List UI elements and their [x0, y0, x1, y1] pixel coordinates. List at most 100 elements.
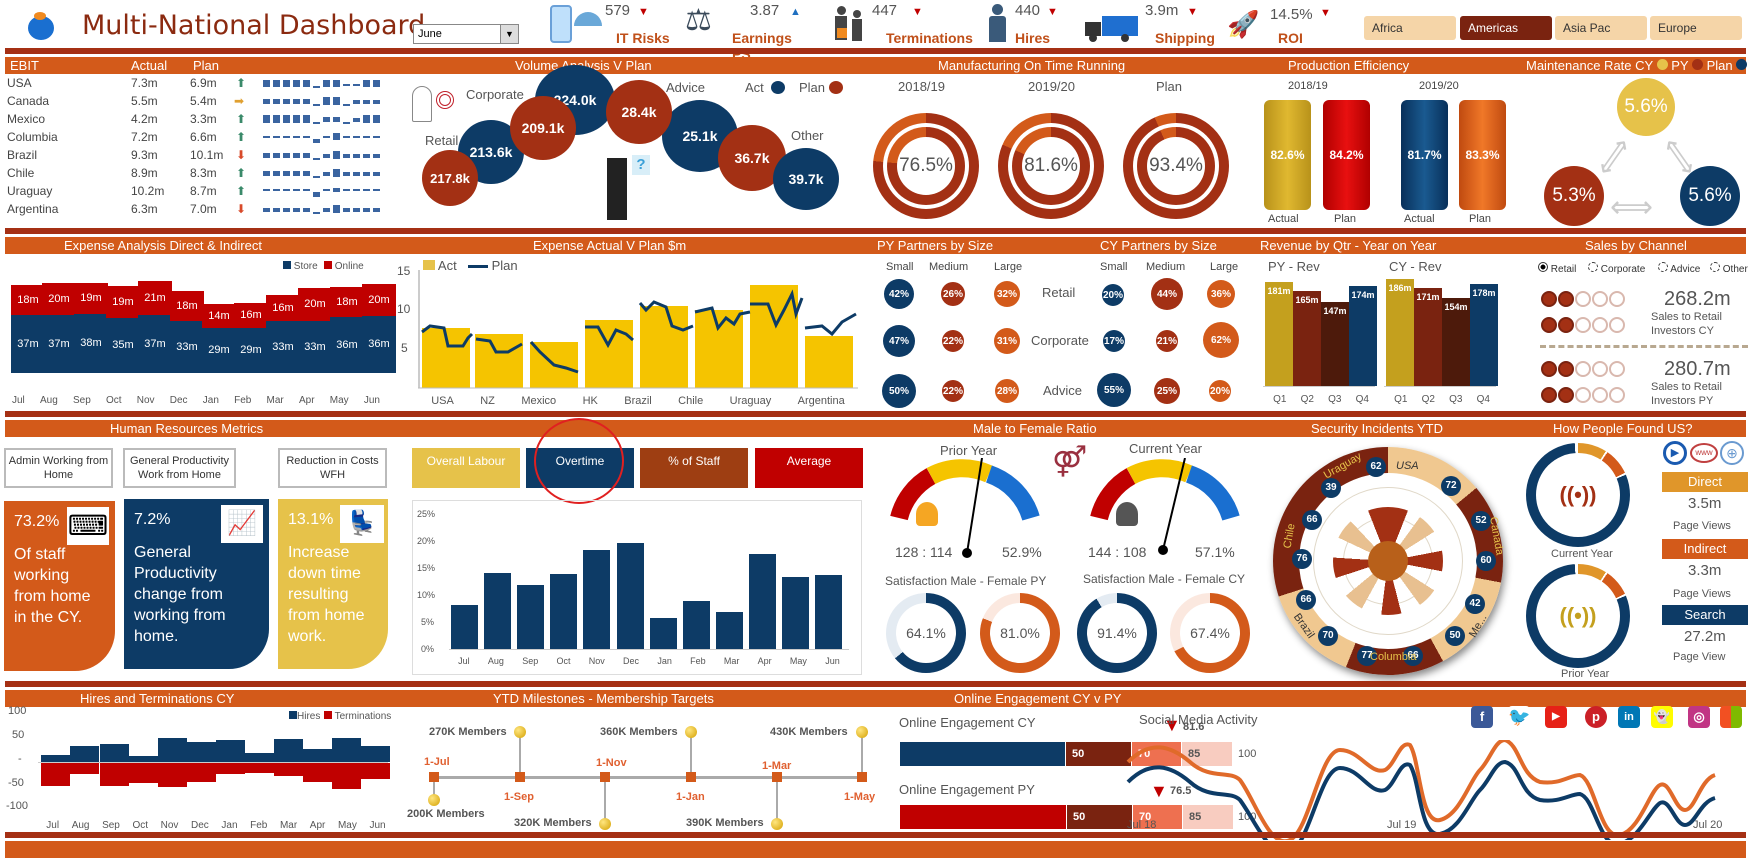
- gender-title: Male to Female Ratio: [973, 421, 1097, 436]
- label-2018-19: 2018/19: [898, 79, 945, 94]
- label-2019-20: 2019/20: [1419, 80, 1459, 92]
- region-tab-europe[interactable]: Europe: [1650, 16, 1742, 40]
- bar-jan: 14m 29m: [202, 304, 236, 373]
- radio-advice[interactable]: Advice: [1658, 262, 1700, 275]
- facebook-icon[interactable]: f: [1471, 706, 1493, 728]
- size-label: Small: [886, 261, 914, 273]
- sales-cy-label: Sales to Retail: [1651, 311, 1722, 323]
- region-tab-africa[interactable]: Africa: [1364, 16, 1456, 40]
- pct-of-staff-button[interactable]: % of Staff: [640, 448, 748, 488]
- section-header-bar: [5, 237, 1746, 254]
- radio-other[interactable]: Other: [1710, 262, 1748, 275]
- windows-icon[interactable]: [1720, 706, 1742, 728]
- donut-2019-20: 81.6%: [998, 113, 1104, 219]
- kpi-label: Terminations: [886, 30, 973, 46]
- milestone-date: 1-Mar: [762, 760, 792, 772]
- twitter-icon[interactable]: 🐦: [1508, 706, 1531, 728]
- kpi-roi: 🚀 14.5% ▼ ROI: [1225, 2, 1331, 46]
- month-select-value: June: [418, 28, 442, 40]
- youtube-icon[interactable]: ▶: [1545, 706, 1567, 728]
- gauge-current: [1090, 458, 1240, 555]
- prior-year-label: Prior Year: [1561, 668, 1610, 680]
- growth-chart-icon: 📈: [221, 505, 263, 543]
- incident-badge: 76: [1292, 549, 1312, 569]
- bar-jan: [650, 618, 677, 649]
- month-select[interactable]: June ▼: [413, 24, 519, 44]
- current-year-label: Current Year: [1129, 441, 1202, 456]
- snapchat-icon[interactable]: 👻: [1651, 706, 1673, 728]
- instagram-icon[interactable]: ◎: [1688, 706, 1710, 728]
- cell-actual: 7.2m: [131, 130, 158, 144]
- indirect-value: 3.3m: [1688, 562, 1722, 579]
- ebit-actual-header: Actual: [131, 58, 168, 73]
- arrow-up-icon: ⬆: [236, 112, 247, 126]
- partner-bubble: 31%: [994, 328, 1020, 354]
- cell-actual: 9.3m: [131, 148, 158, 162]
- sales-py-value: 280.7m: [1664, 358, 1731, 380]
- dots-row: [1541, 291, 1626, 312]
- hr-card-text: General Productivity change from working…: [134, 544, 226, 645]
- bar-jul: 18m 37m: [11, 285, 45, 373]
- stacked-bars: 18m 37m 20m 37m 19m 38m 19m 35m 21m 37m 18m 33…: [8, 281, 396, 373]
- manufacturing-title: Manufacturing On Time Running: [938, 58, 1126, 73]
- linkedin-icon[interactable]: in: [1618, 706, 1640, 728]
- question-mark-icon: ?: [632, 155, 650, 175]
- partner-bubble: 22%: [942, 330, 964, 352]
- indirect-label: Indirect: [1662, 539, 1748, 559]
- legend-plan: Plan: [799, 80, 826, 95]
- desk-worker-icon: ⌨: [67, 507, 109, 545]
- partner-bubble: 25%: [1154, 378, 1180, 404]
- chevron-down-icon[interactable]: ▼: [500, 25, 518, 43]
- donut-plan: 93.4%: [1123, 113, 1229, 219]
- cylinder-2019-20-plan: 83.3%: [1459, 100, 1506, 210]
- prior-year-label: Prior Year: [940, 443, 998, 458]
- circle-cy: 5.6%: [1617, 78, 1675, 136]
- divider: [5, 832, 1746, 838]
- milestone-date: 1-May: [844, 791, 876, 803]
- x-label: Jul 18: [1127, 819, 1157, 831]
- timeline-line: [434, 776, 862, 779]
- question-figure-icon: [607, 158, 627, 220]
- average-button[interactable]: Average: [755, 448, 863, 488]
- bar-apr: [749, 554, 776, 649]
- kpi-terminations: 447 ▼ Terminations: [830, 2, 973, 46]
- expense-combo-plot: [418, 270, 858, 389]
- target-icon: [436, 91, 454, 109]
- dots-row: [1541, 361, 1626, 382]
- expense-analysis-title: Expense Analysis Direct & Indirect: [64, 238, 262, 253]
- footer-bar: [5, 841, 1746, 858]
- arrow-up-icon: ⬆: [236, 166, 247, 180]
- label-advice: Advice: [666, 80, 706, 95]
- bar-q2: 165m: [1293, 291, 1321, 386]
- page-title: Multi-National Dashboard: [82, 10, 426, 41]
- cell-plan: 5.4m: [190, 94, 217, 108]
- kpi-label: ROI: [1278, 30, 1303, 46]
- trend-down-icon: ▼: [912, 6, 923, 18]
- overall-labour-button[interactable]: Overall Labour: [412, 448, 520, 488]
- region-tab-americas[interactable]: Americas: [1460, 16, 1552, 40]
- donut-value: 76.5%: [897, 137, 955, 195]
- revenue-title: Revenue by Qtr - Year on Year: [1260, 238, 1437, 253]
- arrow-up-icon: ⬆: [236, 130, 247, 144]
- label-retail: Retail: [425, 133, 459, 148]
- radio-corporate[interactable]: Corporate: [1588, 262, 1645, 275]
- kpi-value: 579: [605, 2, 631, 19]
- incident-badge: 66: [1302, 510, 1322, 530]
- radio-retail[interactable]: Retail: [1538, 262, 1576, 275]
- milestones-title: YTD Milestones - Membership Targets: [493, 691, 714, 706]
- region-tab-asia-pac[interactable]: Asia Pac: [1555, 16, 1647, 40]
- donut-value: 93.4%: [1147, 137, 1205, 195]
- band-70: 70: [1133, 805, 1182, 829]
- pinterest-icon[interactable]: p: [1585, 706, 1607, 728]
- cell-actual: 8.9m: [131, 166, 158, 180]
- label-actual: Actual: [1268, 213, 1299, 225]
- cylinder-2018-19-actual: 82.6%: [1264, 100, 1311, 210]
- label-other: Other: [791, 128, 824, 143]
- label-plan: Plan: [1334, 213, 1357, 225]
- segment-corporate: Corporate: [1031, 333, 1089, 348]
- size-label: Medium: [1146, 261, 1186, 273]
- cell-actual: 7.3m: [131, 76, 158, 90]
- incident-badge: 60: [1476, 551, 1496, 571]
- trend-up-icon: ▲: [790, 6, 801, 18]
- social-title: Social Media Activity: [1139, 712, 1258, 727]
